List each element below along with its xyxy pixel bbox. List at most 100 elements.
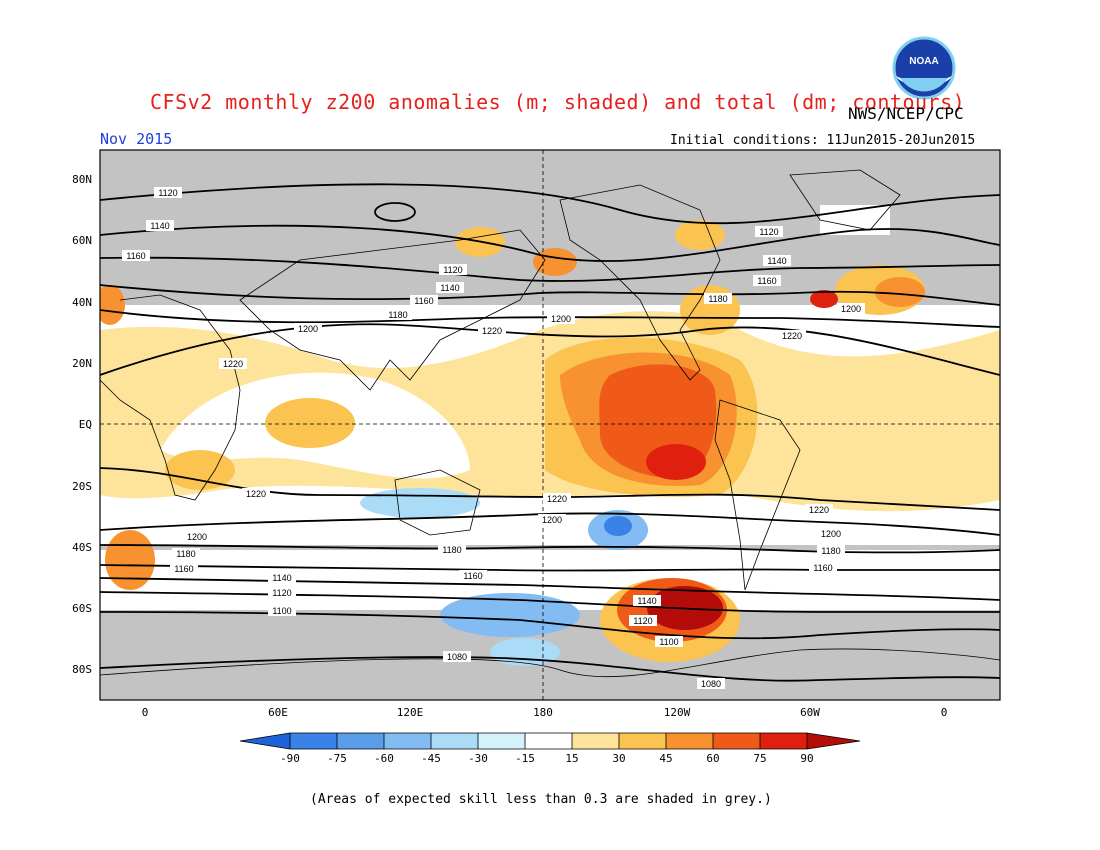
lat-label-60n: 60N <box>72 234 92 247</box>
contour-label-1080: 1080 <box>701 679 721 689</box>
lat-label-20n: 20N <box>72 357 92 370</box>
contour-label-1160: 1160 <box>757 276 776 286</box>
contour-label-1180: 1180 <box>708 294 727 304</box>
contour-label-1080: 1080 <box>447 652 467 662</box>
colorbar-tick: 15 <box>565 752 579 765</box>
anomaly-north-atlantic-core <box>810 290 838 308</box>
contour-label-1180: 1180 <box>176 549 195 559</box>
negative-anomaly-southern-ocean <box>440 593 580 637</box>
anomaly-north-pacific <box>533 248 577 276</box>
anomaly-africa <box>165 450 235 490</box>
contour-label-1200: 1200 <box>821 529 841 539</box>
contour-label-1180: 1180 <box>388 310 407 320</box>
contour-label-1140: 1140 <box>767 256 786 266</box>
lon-label-60e: 60E <box>268 706 288 719</box>
contour-label-1140: 1140 <box>637 596 656 606</box>
contour-labels: 1120 1140 1160 1120 1140 1160 1180 1200 … <box>122 187 865 689</box>
contour-label-1220: 1220 <box>809 505 829 515</box>
contour-label-1220: 1220 <box>782 331 802 341</box>
colorbar-arrow-right <box>807 733 860 749</box>
anomaly-indian-ocean <box>265 398 355 448</box>
noaa-logo: NOAA <box>892 36 956 100</box>
map-frame <box>99 149 1001 701</box>
lat-label-40n: 40N <box>72 296 92 309</box>
colorbar-swatch <box>619 733 666 749</box>
contour-label-1140: 1140 <box>440 283 459 293</box>
contour-label-1160: 1160 <box>463 571 482 581</box>
contour-label-1160: 1160 <box>174 564 193 574</box>
chart-title: CFSv2 monthly z200 anomalies (m; shaded)… <box>150 90 966 114</box>
colorbar-arrow-left <box>240 733 290 749</box>
colorbar <box>239 732 861 750</box>
contour-label-1160: 1160 <box>813 563 832 573</box>
anomaly-north-atlantic-inner <box>875 277 925 307</box>
lat-label-40s: 40S <box>72 541 92 554</box>
anomaly-europe <box>100 285 125 325</box>
lat-label-80s: 80S <box>72 663 92 676</box>
initial-conditions: Initial conditions: 11Jun2015-20Jun2015 <box>670 133 976 148</box>
colorbar-tick: -45 <box>421 752 441 765</box>
contour-label-1100: 1100 <box>659 637 678 647</box>
colorbar-swatch <box>666 733 713 749</box>
agency-label: NWS/NCEP/CPC <box>848 104 964 123</box>
contour-label-1200: 1200 <box>551 314 571 324</box>
lat-label-60s: 60S <box>72 602 92 615</box>
contour-label-1180: 1180 <box>821 546 840 556</box>
lon-label-0: 0 <box>141 706 149 719</box>
negative-anomaly-australia <box>360 488 480 518</box>
noaa-logo-text: NOAA <box>909 56 938 67</box>
lat-label-eq: EQ <box>78 418 92 431</box>
colorbar-tick: 45 <box>659 752 673 765</box>
negative-anomaly-south-pacific-core <box>604 516 632 536</box>
contour-label-1120: 1120 <box>633 616 652 626</box>
forecast-month: Nov 2015 <box>100 130 173 148</box>
colorbar-tick: 75 <box>753 752 767 765</box>
colorbar-swatch <box>478 733 525 749</box>
colorbar-tick: 30 <box>612 752 626 765</box>
colorbar-swatch <box>525 733 572 749</box>
colorbar-tick: -90 <box>280 752 300 765</box>
colorbar-swatch <box>384 733 431 749</box>
lat-label-20s: 20S <box>72 480 92 493</box>
colorbar-tick: -60 <box>374 752 394 765</box>
contour-label-1140: 1140 <box>150 221 169 231</box>
colorbar-swatch <box>337 733 384 749</box>
colorbar-tick: -30 <box>468 752 488 765</box>
anomaly-pacific-core <box>646 444 706 480</box>
anomaly-canada <box>675 220 725 250</box>
colorbar-swatch <box>760 733 807 749</box>
contour-label-1180: 1180 <box>442 545 461 555</box>
colorbar-swatch <box>713 733 760 749</box>
contour-label-1120: 1120 <box>443 265 462 275</box>
lon-label-0-east: 0 <box>940 706 948 719</box>
contour-label-1160: 1160 <box>414 296 433 306</box>
anomaly-south-atlantic <box>105 530 155 590</box>
lon-label-120w: 120W <box>663 706 691 719</box>
lat-label-80n: 80N <box>72 173 92 186</box>
negative-anomaly-antarctic <box>490 638 560 666</box>
contour-label-1160: 1160 <box>126 251 145 261</box>
contour-label-1200: 1200 <box>542 515 562 525</box>
colorbar-tick: -75 <box>327 752 347 765</box>
contour-label-1220: 1220 <box>223 359 243 369</box>
contour-label-1120: 1120 <box>759 227 778 237</box>
colorbar-tick: 90 <box>800 752 814 765</box>
contour-label-1120: 1120 <box>272 588 291 598</box>
contour-label-1200: 1200 <box>841 304 861 314</box>
contour-label-1200: 1200 <box>298 324 318 334</box>
lon-label-120e: 120E <box>396 706 424 719</box>
colorbar-swatch <box>290 733 337 749</box>
colorbar-tick: 60 <box>706 752 720 765</box>
lon-label-60w: 60W <box>800 706 820 719</box>
lon-label-180: 180 <box>533 706 553 719</box>
contour-label-1200: 1200 <box>187 532 207 542</box>
contour-label-1100: 1100 <box>272 606 291 616</box>
colorbar-tick: -15 <box>515 752 535 765</box>
contour-label-1220: 1220 <box>482 326 502 336</box>
contour-label-1140: 1140 <box>272 573 291 583</box>
map-area <box>100 150 1000 700</box>
footnote: (Areas of expected skill less than 0.3 a… <box>310 792 772 807</box>
colorbar-swatch <box>572 733 619 749</box>
contour-label-1220: 1220 <box>246 489 266 499</box>
